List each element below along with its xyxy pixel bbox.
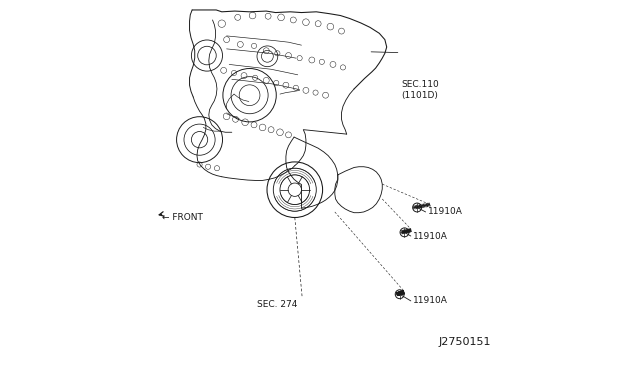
- Text: J2750151: J2750151: [438, 337, 491, 347]
- Text: ← FRONT: ← FRONT: [163, 213, 204, 222]
- Text: SEC.110
(1101D): SEC.110 (1101D): [401, 80, 439, 100]
- Text: 11910A: 11910A: [428, 208, 462, 217]
- Text: 11910A: 11910A: [413, 231, 447, 241]
- Text: SEC. 274: SEC. 274: [257, 300, 298, 309]
- Text: 11910A: 11910A: [413, 296, 447, 305]
